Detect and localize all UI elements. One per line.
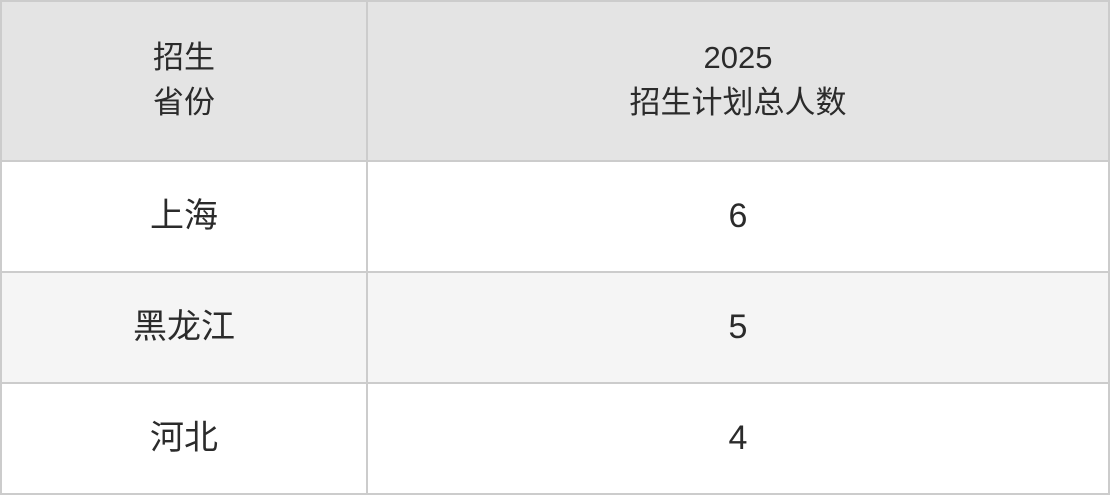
row-2-province-cell: 黑龙江 (2, 273, 366, 382)
row-1-province-cell: 上海 (2, 162, 366, 271)
row-1-value-cell: 6 (368, 162, 1108, 271)
row-3-value-cell: 4 (368, 384, 1108, 493)
row-3-value: 4 (728, 418, 748, 457)
row-2-value-cell: 5 (368, 273, 1108, 382)
row-2-province: 黑龙江 (133, 307, 235, 346)
header-cell-plan-total: 2025 招生计划总人数 (368, 2, 1108, 160)
header-plan-label: 招生计划总人数 (629, 85, 847, 120)
row-1-province: 上海 (150, 196, 218, 235)
row-3-province-cell: 河北 (2, 384, 366, 493)
header-cell-province: 招生 省份 (2, 2, 366, 160)
row-1-value: 6 (728, 196, 748, 235)
header-plan-year: 2025 (703, 40, 773, 76)
header-province-line1: 招生 (153, 40, 215, 76)
header-province-line2: 省份 (153, 85, 215, 120)
row-2-value: 5 (728, 307, 748, 346)
row-3-province: 河北 (150, 418, 218, 457)
